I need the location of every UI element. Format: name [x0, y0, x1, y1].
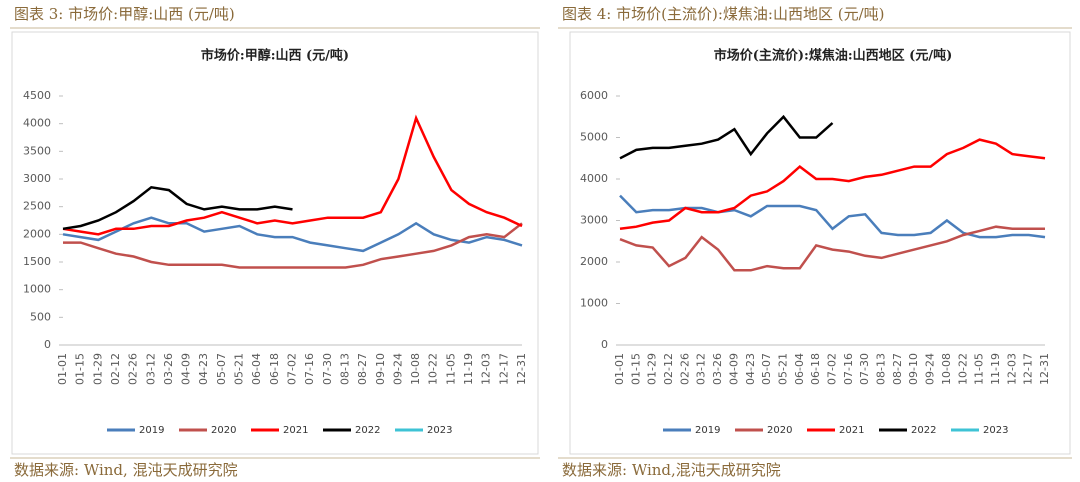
y-tick-label: 1500 [23, 255, 51, 268]
x-tick-label: 04-23 [197, 353, 210, 385]
x-tick-label: 08-27 [356, 353, 369, 385]
y-tick-label: 4000 [580, 172, 608, 185]
x-tick-label: 02-12 [109, 353, 122, 385]
series-line [619, 225, 1045, 272]
x-tick-label: 12-31 [1038, 353, 1051, 385]
series-line [62, 114, 523, 236]
x-tick-label: 09-24 [924, 353, 937, 385]
y-tick-label: 500 [30, 310, 51, 323]
x-tick-label: 09-10 [374, 353, 387, 385]
caption: 图表 3: 市场价:甲醇:山西 (元/吨) [14, 5, 235, 23]
y-tick-label: 2500 [23, 200, 51, 213]
x-tick-label: 02-12 [662, 353, 675, 385]
y-tick-label: 0 [44, 338, 51, 351]
x-tick-label: 09-24 [391, 353, 404, 385]
series-line [63, 222, 523, 269]
x-tick-label: 06-04 [793, 353, 806, 385]
x-tick-label: 11-05 [444, 353, 457, 385]
y-tick-label: 2000 [580, 255, 608, 268]
series-line [619, 138, 1046, 231]
x-tick-label: 10-22 [956, 353, 969, 385]
legend-label: 2023 [983, 425, 1008, 436]
x-tick-label: 02-26 [127, 353, 140, 385]
y-tick-label: 3000 [580, 214, 608, 227]
y-tick-label: 4500 [23, 89, 51, 102]
x-tick-label: 03-26 [162, 353, 175, 385]
legend-label: 2020 [211, 425, 236, 436]
y-tick-label: 6000 [580, 89, 608, 102]
series-line [62, 185, 293, 231]
x-tick-label: 09-10 [907, 353, 920, 385]
x-tick-label: 05-07 [760, 353, 773, 385]
x-tick-label: 03-12 [695, 353, 708, 385]
x-tick-label: 07-02 [286, 353, 299, 385]
x-tick-label: 10-08 [940, 353, 953, 385]
legend-label: 2021 [839, 425, 864, 436]
x-tick-label: 12-03 [480, 353, 493, 385]
x-tick-label: 06-18 [268, 353, 281, 385]
legend-label: 2019 [695, 425, 720, 436]
panel [11, 31, 539, 455]
series-line [62, 216, 523, 253]
x-tick-label: 01-29 [646, 353, 659, 385]
chart-title: 市场价(主流价):煤焦油:山西地区 (元/吨) [714, 48, 952, 64]
x-tick-label: 02-26 [678, 353, 691, 385]
x-tick-label: 07-16 [842, 353, 855, 385]
caption: 图表 4: 市场价(主流价):煤焦油:山西地区 (元/吨) [562, 5, 884, 23]
source: 数据来源: Wind, 混沌天成研究院 [14, 461, 238, 479]
x-tick-label: 04-23 [744, 353, 757, 385]
x-tick-label: 12-17 [497, 353, 510, 385]
x-tick-label: 06-18 [809, 353, 822, 385]
x-tick-label: 11-05 [973, 353, 986, 385]
x-tick-label: 12-03 [1005, 353, 1018, 385]
x-tick-label: 05-21 [233, 353, 246, 385]
x-tick-label: 07-30 [858, 353, 871, 385]
y-tick-label: 1000 [580, 297, 608, 310]
x-tick-label: 11-19 [462, 353, 475, 385]
x-tick-label: 08-13 [338, 353, 351, 385]
x-tick-label: 12-31 [515, 353, 528, 385]
x-tick-label: 06-04 [250, 353, 263, 385]
panel [569, 31, 1071, 455]
x-tick-label: 01-01 [56, 353, 69, 385]
chart-title: 市场价:甲醇:山西 (元/吨) [201, 48, 349, 64]
legend-label: 2022 [355, 425, 380, 436]
x-tick-label: 01-01 [613, 353, 626, 385]
x-tick-label: 05-07 [215, 353, 228, 385]
y-tick-label: 1000 [23, 283, 51, 296]
legend-label: 2019 [139, 425, 164, 436]
x-tick-label: 04-09 [727, 353, 740, 385]
x-tick-label: 10-22 [427, 353, 440, 385]
x-tick-label: 03-26 [711, 353, 724, 385]
x-tick-label: 08-13 [875, 353, 888, 385]
series-line [619, 114, 834, 160]
legend-label: 2022 [911, 425, 936, 436]
x-tick-label: 01-15 [74, 353, 87, 385]
legend-label: 2023 [427, 425, 452, 436]
y-tick-label: 4000 [23, 117, 51, 130]
series-line [619, 194, 1046, 239]
y-tick-label: 3000 [23, 172, 51, 185]
x-tick-label: 03-12 [144, 353, 157, 385]
y-tick-label: 0 [601, 338, 608, 351]
x-tick-label: 07-02 [826, 353, 839, 385]
x-tick-label: 07-30 [321, 353, 334, 385]
x-tick-label: 07-16 [303, 353, 316, 385]
x-tick-label: 01-15 [629, 353, 642, 385]
y-tick-label: 2000 [23, 227, 51, 240]
source: 数据来源: Wind,混沌天成研究院 [562, 461, 781, 479]
x-tick-label: 05-21 [776, 353, 789, 385]
legend-label: 2021 [283, 425, 308, 436]
x-tick-label: 11-19 [989, 353, 1002, 385]
x-tick-label: 01-29 [91, 353, 104, 385]
x-tick-label: 08-27 [891, 353, 904, 385]
x-tick-label: 10-08 [409, 353, 422, 385]
legend-label: 2020 [767, 425, 792, 436]
y-tick-label: 3500 [23, 144, 51, 157]
y-tick-label: 5000 [580, 131, 608, 144]
x-tick-label: 04-09 [180, 353, 193, 385]
x-tick-label: 12-17 [1022, 353, 1035, 385]
